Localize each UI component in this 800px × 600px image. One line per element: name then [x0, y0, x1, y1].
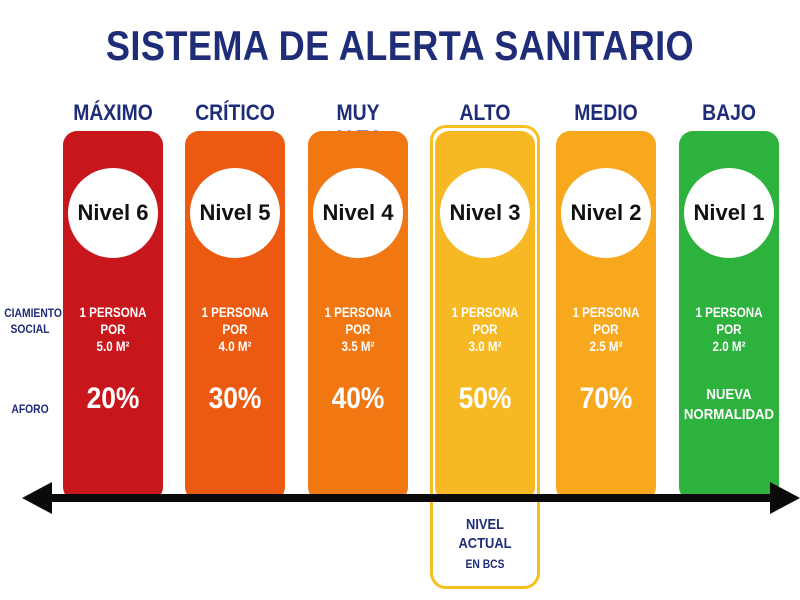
level-3-badge: Nivel 3	[440, 168, 530, 258]
distancing-row-label: CIAMIENTO SOCIAL	[4, 305, 62, 337]
page-title: SISTEMA DE ALERTA SANITARIO	[105, 22, 695, 69]
level-3-capacity: 50%	[458, 382, 512, 415]
level-6-capacity: 20%	[86, 382, 140, 415]
level-3-spacing-line2: 3.0 M²	[468, 339, 502, 354]
level-2-spacing-line1: 1 PERSONA POR	[572, 305, 640, 337]
level-6-badge: Nivel 6	[68, 168, 158, 258]
level-4-spacing-line1: 1 PERSONA POR	[324, 305, 392, 337]
level-4-spacing-line2: 3.5 M²	[341, 339, 375, 354]
level-4-capacity: 40%	[331, 382, 385, 415]
distancing-row-label-line2: SOCIAL	[10, 322, 50, 336]
level-2-badge: Nivel 2	[561, 168, 651, 258]
level-6-spacing: 1 PERSONA POR 5.0 M²	[66, 304, 161, 355]
level-1-capacity-line1: NUEVA	[706, 386, 752, 403]
level-5-badge: Nivel 5	[190, 168, 280, 258]
capacity-row-label: AFORO	[11, 402, 49, 416]
level-2-label: MEDIO	[574, 100, 638, 125]
level-6-spacing-line2: 5.0 M²	[96, 339, 130, 354]
current-level-line2: ACTUAL	[458, 535, 512, 552]
scale-arrow	[22, 482, 800, 514]
level-3-spacing-line1: 1 PERSONA POR	[451, 305, 519, 337]
current-level-highlight	[430, 125, 540, 589]
level-2-capacity: 70%	[579, 382, 633, 415]
level-5-spacing: 1 PERSONA POR 4.0 M²	[188, 304, 283, 355]
level-1-label: BAJO	[702, 100, 756, 125]
level-6-spacing-line1: 1 PERSONA POR	[79, 305, 147, 337]
level-1-spacing-line2: 2.0 M²	[712, 339, 746, 354]
level-2-spacing: 1 PERSONA POR 2.5 M²	[559, 304, 654, 355]
level-5-label: CRÍTICO	[195, 100, 275, 125]
scale-arrow-right-head	[770, 482, 800, 514]
level-1-badge: Nivel 1	[684, 168, 774, 258]
level-5-spacing-line2: 4.0 M²	[218, 339, 252, 354]
level-4-badge: Nivel 4	[313, 168, 403, 258]
level-3-label: ALTO	[459, 100, 511, 125]
level-1-capacity-line2: NORMALIDAD	[683, 406, 775, 423]
level-2-spacing-line2: 2.5 M²	[589, 339, 623, 354]
level-1-spacing: 1 PERSONA POR 2.0 M²	[682, 304, 777, 355]
level-3-spacing: 1 PERSONA POR 3.0 M²	[438, 304, 533, 355]
level-4-spacing: 1 PERSONA POR 3.5 M²	[311, 304, 406, 355]
level-1-spacing-line1: 1 PERSONA POR	[695, 305, 763, 337]
distancing-row-label-line1: CIAMIENTO	[4, 306, 62, 320]
current-level-line1: NIVEL	[465, 516, 505, 533]
current-level-line3: EN BCS	[465, 557, 505, 571]
scale-arrow-shaft	[30, 494, 770, 502]
level-5-spacing-line1: 1 PERSONA POR	[201, 305, 269, 337]
level-6-label: MÁXIMO	[73, 100, 153, 125]
scale-arrow-left-head	[22, 482, 52, 514]
level-1-capacity: NUEVA NORMALIDAD	[681, 385, 778, 425]
level-5-capacity: 30%	[208, 382, 262, 415]
current-level-text: NIVEL ACTUAL EN BCS	[438, 515, 533, 574]
